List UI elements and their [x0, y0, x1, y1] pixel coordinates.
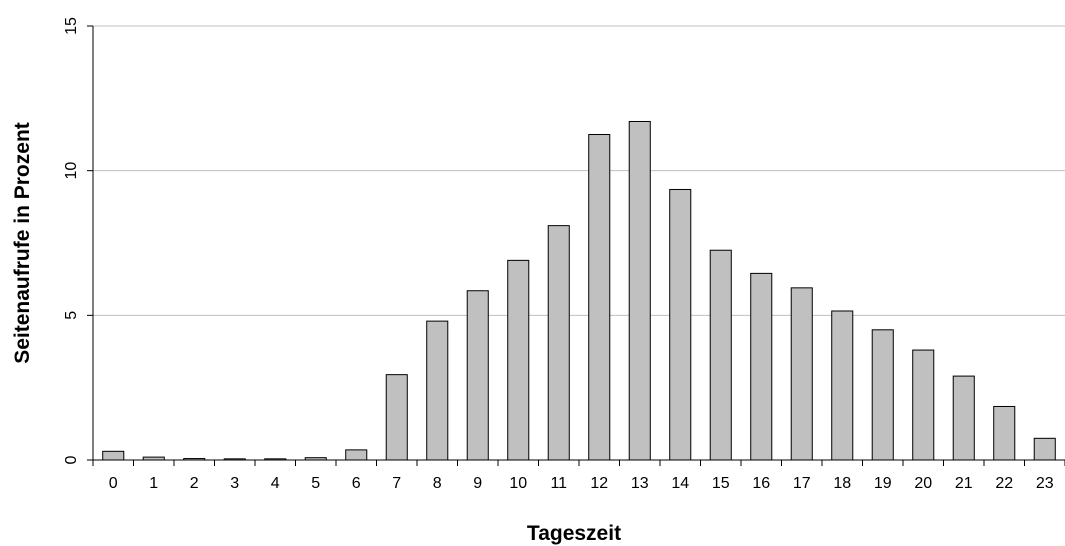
x-tick-label: 16 [752, 475, 770, 492]
bar-14 [669, 188, 692, 461]
bar-6 [345, 449, 368, 461]
bar-12 [588, 134, 611, 461]
bar-0 [102, 450, 125, 461]
gridlines [93, 25, 1065, 316]
bar-13 [628, 120, 651, 461]
bar-17 [790, 287, 813, 461]
x-tick-label: 18 [833, 475, 851, 492]
bar-11 [547, 225, 570, 461]
bar-18 [831, 310, 854, 461]
y-tick-label: 10 [63, 162, 80, 180]
y-tick-label: 5 [63, 311, 80, 320]
x-tick-label: 0 [109, 475, 118, 492]
bar-16 [750, 272, 773, 461]
y-tick-label: 0 [63, 455, 80, 464]
x-tick-label: 6 [352, 475, 361, 492]
x-tick-label: 15 [712, 475, 730, 492]
x-tick-label: 12 [590, 475, 608, 492]
x-tick-label: 19 [874, 475, 892, 492]
bar-8 [426, 320, 449, 461]
bar-7 [385, 374, 408, 461]
x-tick-label: 9 [473, 475, 482, 492]
x-tick-label: 2 [190, 475, 199, 492]
bar-9 [466, 290, 489, 461]
x-axis-title: Tageszeit [527, 522, 621, 545]
y-tick-labels: 0 5 10 15 [63, 17, 80, 464]
x-tick-label: 23 [1036, 475, 1054, 492]
x-tick-label: 4 [271, 475, 280, 492]
x-tick-label: 17 [793, 475, 811, 492]
bars [102, 120, 1056, 461]
x-tick-label: 5 [311, 475, 320, 492]
axes [87, 25, 1065, 466]
bar-23 [1033, 437, 1056, 461]
x-tick-label: 11 [550, 475, 567, 492]
bar-20 [912, 349, 935, 461]
bar-19 [871, 329, 894, 461]
x-tick-label: 7 [392, 475, 401, 492]
x-tick-label: 8 [433, 475, 442, 492]
x-tick-label: 20 [914, 475, 932, 492]
x-tick-label: 10 [509, 475, 527, 492]
x-tick-label: 22 [995, 475, 1013, 492]
bar-10 [507, 259, 530, 461]
x-tick-label: 3 [230, 475, 239, 492]
y-tick-label: 15 [63, 17, 80, 35]
x-tick-label: 14 [671, 475, 689, 492]
x-tick-labels: 0 1 2 3 4 5 6 7 8 9 10 11 12 13 14 15 16 17 18 19 20 21 22 23 [109, 475, 1054, 492]
x-tick-label: 1 [149, 475, 158, 492]
bar-15 [709, 249, 732, 461]
x-tick-label: 21 [955, 475, 973, 492]
bar-22 [993, 405, 1016, 461]
y-axis-title: Seitenaufrufe in Prozent [11, 122, 34, 364]
bar-21 [952, 375, 975, 461]
x-tick-label: 13 [631, 475, 649, 492]
